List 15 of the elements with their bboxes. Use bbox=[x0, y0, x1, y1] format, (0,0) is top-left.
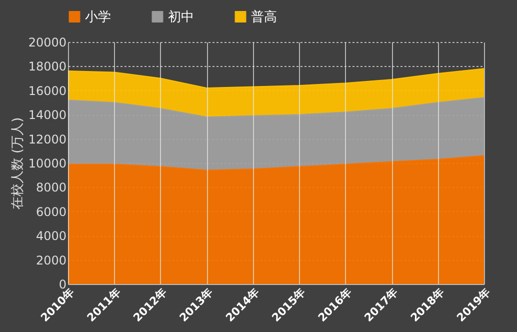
y-tick-label: 4000 bbox=[36, 229, 66, 244]
y-tick-label: 0 bbox=[58, 278, 66, 292]
y-tick-label: 18000 bbox=[28, 60, 66, 74]
legend-label: 小学 bbox=[85, 10, 111, 25]
y-tick-label: 14000 bbox=[28, 108, 66, 122]
y-tick-label: 6000 bbox=[36, 204, 66, 219]
y-tick-label: 20000 bbox=[28, 36, 66, 50]
legend-label: 初中 bbox=[168, 10, 194, 25]
y-tick-label: 8000 bbox=[36, 180, 66, 195]
y-tick-label: 16000 bbox=[28, 84, 66, 98]
y-axis-title: 在校人数 (万人) bbox=[10, 117, 26, 210]
legend-label: 普高 bbox=[251, 8, 277, 25]
y-tick-label: 10000 bbox=[28, 156, 66, 170]
y-tick-label: 12000 bbox=[28, 132, 66, 146]
y-tick-label: 2000 bbox=[36, 253, 66, 268]
